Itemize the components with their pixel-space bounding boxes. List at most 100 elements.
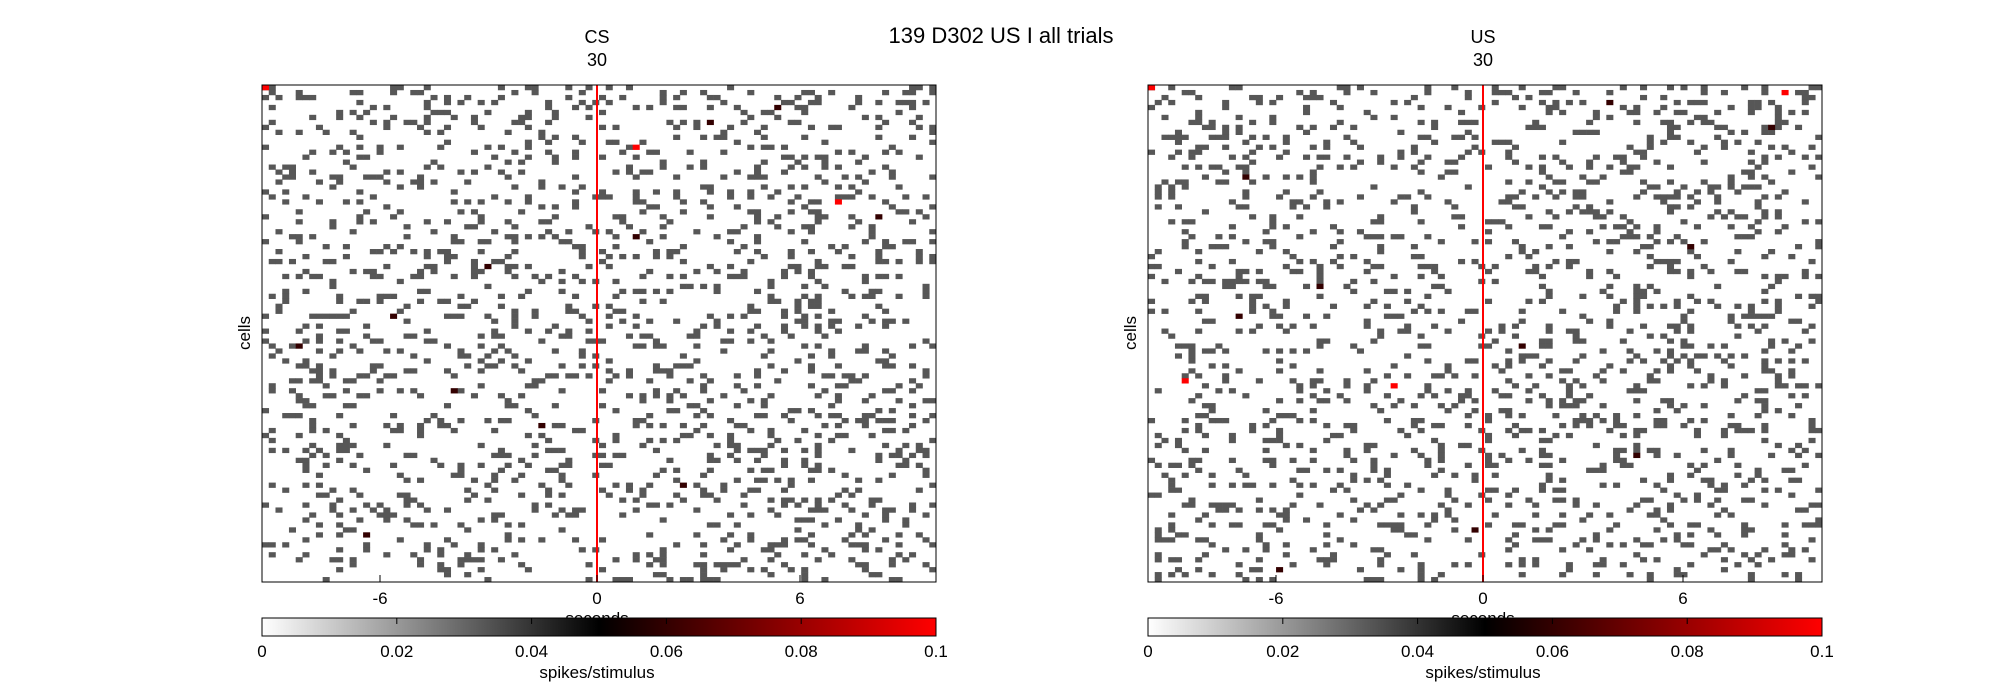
- heatmap-cell: [1303, 283, 1311, 290]
- heatmap-cell: [1714, 303, 1722, 309]
- heatmap-cell: [1700, 144, 1708, 150]
- heatmap-cell: [727, 313, 735, 319]
- heatmap-cell: [1309, 89, 1317, 96]
- heatmap-cell: [1727, 363, 1735, 369]
- heatmap-cell: [1613, 154, 1621, 160]
- heatmap-cell: [262, 338, 270, 344]
- heatmap-cell: [1323, 338, 1331, 344]
- heatmap-cell: [1545, 343, 1553, 349]
- heatmap-cell: [1815, 273, 1823, 280]
- heatmap-cell: [828, 413, 836, 419]
- heatmap-cell: [578, 139, 586, 145]
- heatmap-cell: [511, 552, 519, 558]
- heatmap-cell: [1653, 239, 1661, 245]
- heatmap-cell: [1599, 562, 1607, 568]
- heatmap-cell: [888, 318, 896, 324]
- heatmap-cell: [929, 139, 937, 145]
- heatmap-cell: [895, 99, 903, 106]
- heatmap-cell: [814, 442, 822, 449]
- heatmap-cell: [336, 328, 344, 334]
- heatmap-cell: [1754, 164, 1762, 170]
- heatmap-cell: [1633, 288, 1641, 295]
- heatmap-cell: [1404, 432, 1412, 439]
- heatmap-cell: [1370, 547, 1378, 553]
- heatmap-cell: [1687, 323, 1695, 329]
- heatmap-cell: [565, 328, 573, 334]
- heatmap-cell: [1640, 427, 1648, 434]
- heatmap-cell: [740, 224, 748, 230]
- heatmap-cell: [383, 348, 391, 354]
- heatmap-cell: [302, 467, 310, 473]
- heatmap-cell: [599, 442, 607, 449]
- heatmap-cell: [1309, 94, 1317, 101]
- heatmap-cell: [1424, 263, 1432, 270]
- heatmap-cell: [1754, 204, 1762, 210]
- colorbar-label: spikes/stimulus: [1425, 663, 1540, 682]
- heatmap-cell: [774, 477, 782, 483]
- heatmap-cell: [1336, 512, 1344, 518]
- heatmap-cell: [780, 497, 789, 503]
- heatmap-cell: [430, 522, 438, 528]
- heatmap-cell: [713, 562, 721, 568]
- heatmap-cell: [659, 164, 667, 170]
- heatmap-cell: [1808, 557, 1816, 563]
- heatmap-cell: [1377, 333, 1385, 339]
- heatmap-cell: [1269, 214, 1277, 220]
- heatmap-cell: [1181, 572, 1189, 578]
- heatmap-cell: [1464, 94, 1472, 101]
- heatmap-cell: [673, 318, 681, 324]
- heatmap-cell: [855, 189, 863, 195]
- heatmap-cell: [814, 298, 822, 304]
- heatmap-cell: [1666, 363, 1675, 369]
- heatmap-cell: [1485, 229, 1493, 235]
- heatmap-cell: [585, 577, 593, 583]
- heatmap-cell: [1774, 119, 1782, 126]
- heatmap-cell: [336, 179, 344, 185]
- heatmap-cell: [1518, 308, 1526, 314]
- heatmap-cell: [1390, 164, 1398, 170]
- heatmap-cell: [1478, 447, 1486, 454]
- heatmap-cell: [572, 273, 580, 280]
- heatmap-cell: [673, 104, 681, 111]
- heatmap-cell: [747, 567, 755, 573]
- heatmap-cell: [1195, 537, 1203, 543]
- heatmap-cell: [1741, 522, 1749, 528]
- heatmap-cell: [706, 492, 714, 498]
- heatmap-cell: [1451, 85, 1459, 91]
- heatmap-cell: [807, 477, 815, 483]
- heatmap-cell: [1727, 512, 1735, 518]
- heatmap-cell: [450, 273, 458, 280]
- heatmap-cell: [302, 288, 310, 295]
- heatmap-cell: [491, 258, 499, 265]
- heatmap-cell: [1444, 388, 1452, 394]
- heatmap-cell: [1801, 507, 1809, 513]
- heatmap-cell: [821, 179, 829, 185]
- heatmap-cell: [1734, 422, 1742, 429]
- heatmap-cell: [780, 368, 789, 374]
- heatmap-cell: [1774, 308, 1782, 314]
- heatmap-cell: [1168, 189, 1176, 195]
- heatmap-cell: [1707, 268, 1715, 275]
- heatmap-cell: [868, 318, 876, 324]
- heatmap-cell: [1188, 119, 1196, 126]
- heatmap-cell: [821, 154, 829, 160]
- heatmap-cell: [767, 219, 775, 225]
- heatmap-cell: [801, 154, 809, 160]
- heatmap-cell: [1289, 457, 1297, 464]
- heatmap-cell: [821, 388, 829, 394]
- heatmap-cell: [747, 114, 755, 121]
- heatmap-cell: [666, 577, 674, 583]
- colorbar-tick-label: 0.02: [1266, 642, 1299, 661]
- heatmap-cell: [882, 89, 890, 96]
- heatmap-cell: [1377, 502, 1385, 508]
- heatmap-cell: [929, 239, 937, 245]
- heatmap-cell: [1276, 368, 1284, 374]
- heatmap-cell: [578, 244, 586, 250]
- heatmap-cell: [1262, 239, 1270, 245]
- heatmap-cell: [1309, 169, 1317, 175]
- heatmap-cell: [882, 388, 890, 394]
- heatmap-cell: [1282, 517, 1290, 523]
- heatmap-cell: [787, 477, 795, 483]
- heatmap-cell: [794, 517, 802, 523]
- heatmap-cell: [1613, 308, 1621, 314]
